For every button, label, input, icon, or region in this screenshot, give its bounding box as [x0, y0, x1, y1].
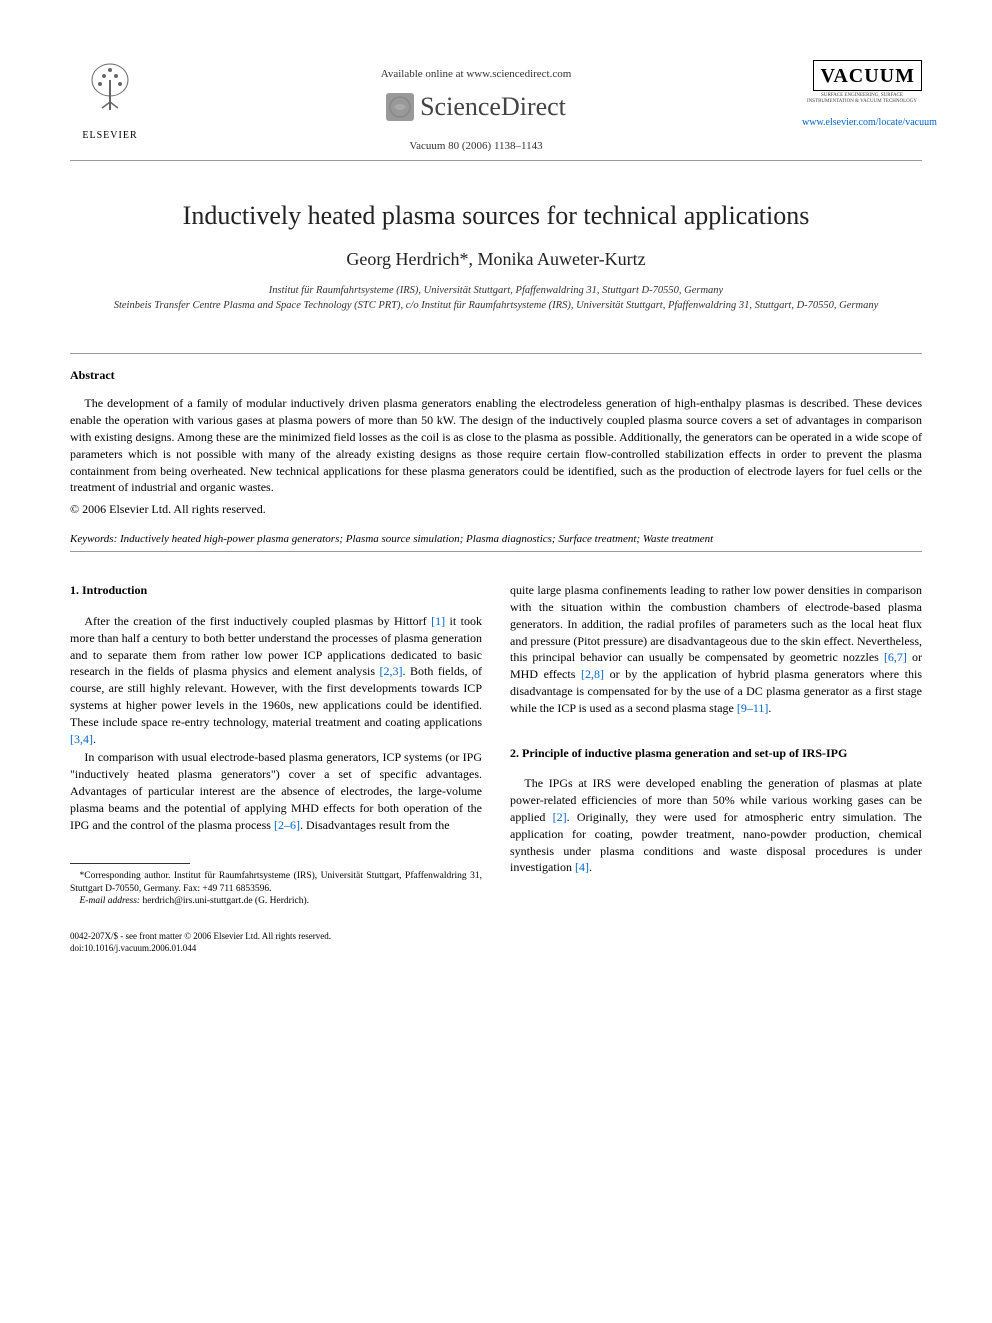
article-affiliations: Institut für Raumfahrtsysteme (IRS), Uni… [70, 284, 922, 313]
footer-copyright: 0042-207X/$ - see front matter © 2006 El… [70, 931, 482, 943]
elsevier-logo: ELSEVIER [70, 60, 150, 141]
ref-link-2-3[interactable]: [2,3] [380, 664, 403, 678]
elsevier-tree-icon [70, 60, 150, 128]
sciencedirect-label: ScienceDirect [420, 92, 566, 122]
ref-link-2[interactable]: [2] [553, 810, 567, 824]
page-footer: 0042-207X/$ - see front matter © 2006 El… [70, 931, 482, 954]
intro-heading: 1. Introduction [70, 582, 482, 599]
center-header: Available online at www.sciencedirect.co… [150, 60, 802, 152]
keywords-text: Inductively heated high-power plasma gen… [120, 533, 713, 545]
footer-doi: doi:10.1016/j.vacuum.2006.01.044 [70, 943, 482, 955]
sciencedirect-icon [386, 93, 414, 121]
abstract-text: The development of a family of modular i… [70, 395, 922, 496]
journal-title: VACUUM [813, 60, 922, 91]
abstract-top-divider [70, 353, 922, 354]
corresponding-author-footnote: *Corresponding author. Institut für Raum… [70, 870, 482, 895]
ref-link-4[interactable]: [4] [575, 860, 589, 874]
journal-link[interactable]: www.elsevier.com/locate/vacuum [802, 117, 937, 128]
email-footnote: E-mail address: herdrich@irs.uni-stuttga… [70, 895, 482, 907]
two-column-body: 1. Introduction After the creation of th… [70, 582, 922, 955]
ref-link-1[interactable]: [1] [431, 614, 445, 628]
footnote-divider [70, 863, 190, 864]
ref-link-6-7[interactable]: [6,7] [884, 650, 907, 664]
keywords-label: Keywords: [70, 533, 117, 545]
col2-continuation: quite large plasma confinements leading … [510, 582, 922, 716]
intro-paragraph-2: In comparison with usual electrode-based… [70, 749, 482, 833]
section-2-paragraph-1: The IPGs at IRS were developed enabling … [510, 775, 922, 876]
section-2-heading: 2. Principle of inductive plasma generat… [510, 745, 922, 762]
ref-link-2-6[interactable]: [2–6] [274, 818, 300, 832]
ref-link-2-8[interactable]: [2,8] [581, 667, 604, 681]
keywords-line: Keywords: Inductively heated high-power … [70, 533, 922, 545]
intro-paragraph-1: After the creation of the first inductiv… [70, 613, 482, 747]
email-address: herdrich@irs.uni-stuttgart.de (G. Herdri… [142, 896, 309, 906]
email-label: E-mail address: [80, 896, 141, 906]
right-column: quite large plasma confinements leading … [510, 582, 922, 955]
sciencedirect-logo: ScienceDirect [150, 92, 802, 122]
elsevier-label: ELSEVIER [70, 130, 150, 141]
available-online-text: Available online at www.sciencedirect.co… [150, 68, 802, 80]
journal-box: VACUUM SURFACE ENGINEERING, SURFACE INST… [802, 60, 922, 130]
abstract-copyright: © 2006 Elsevier Ltd. All rights reserved… [70, 502, 922, 517]
article-authors: Georg Herdrich*, Monika Auweter-Kurtz [70, 249, 922, 270]
abstract-label: Abstract [70, 368, 922, 383]
article-title: Inductively heated plasma sources for te… [70, 201, 922, 231]
left-column: 1. Introduction After the creation of th… [70, 582, 482, 955]
abstract-bottom-divider [70, 551, 922, 552]
citation-text: Vacuum 80 (2006) 1138–1143 [150, 140, 802, 152]
ref-link-3-4[interactable]: [3,4] [70, 732, 93, 746]
ref-link-9-11[interactable]: [9–11] [737, 701, 769, 715]
page-header: ELSEVIER Available online at www.science… [70, 60, 922, 152]
header-divider [70, 160, 922, 161]
journal-subtitle: SURFACE ENGINEERING, SURFACE INSTRUMENTA… [802, 93, 922, 104]
